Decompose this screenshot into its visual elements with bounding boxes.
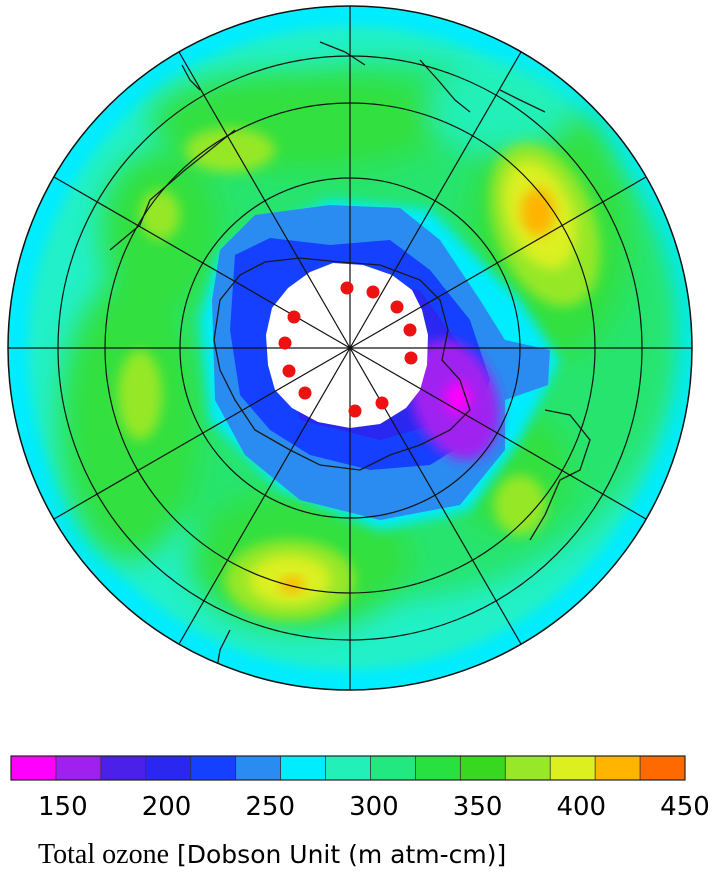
colorbar-segment: [235, 756, 282, 780]
colorbar-segment: [415, 756, 461, 780]
caption-unit: [Dobson Unit (m atm-cm)]: [177, 840, 507, 869]
colorbar-segment: [640, 756, 686, 780]
colorbar-tick-label: 200: [141, 792, 192, 822]
map-border: [7, 5, 693, 691]
station-marker: [340, 281, 354, 295]
colorbar-tick-label: 250: [245, 792, 296, 822]
colorbar-segment: [550, 756, 596, 780]
colorbar-segment: [55, 756, 102, 780]
station-marker: [404, 351, 418, 365]
colorbar-frame: [10, 755, 686, 781]
colorbar-segment: [325, 756, 371, 780]
ozone-field: [8, 6, 692, 690]
colorbar-segment: [505, 756, 551, 780]
colorbar-segment: [370, 756, 416, 780]
colorbar-segment: [280, 756, 327, 780]
station-marker: [366, 285, 380, 299]
colorbar-segment: [190, 756, 237, 780]
colorbar-tick-label: 300: [349, 792, 399, 822]
station-marker: [403, 323, 417, 337]
colorbar-tick-label: 150: [38, 792, 88, 822]
station-marker: [375, 396, 389, 410]
colorbar-segment: [145, 756, 192, 780]
colorbar: [10, 755, 686, 781]
colorbar-segment: [100, 756, 147, 780]
ozone-map: [7, 5, 693, 691]
station-markers: [278, 281, 418, 418]
station-marker: [278, 336, 292, 350]
station-marker: [282, 364, 296, 378]
colorbar-segment: [460, 756, 506, 780]
colorbar-caption: Total ozone [Dobson Unit (m atm-cm)]: [38, 838, 506, 871]
station-marker: [298, 386, 312, 400]
colorbar-tick-label: 350: [452, 792, 503, 822]
caption-title: Total ozone: [38, 839, 169, 870]
station-marker: [287, 310, 301, 324]
colorbar-segment: [11, 756, 57, 780]
colorbar-tick-labels: 150 200 250 300 350 400 450: [0, 792, 725, 832]
station-marker: [390, 300, 404, 314]
colorbar-tick-label: 450: [660, 792, 710, 822]
colorbar-tick-label: 400: [556, 792, 607, 822]
station-marker: [348, 404, 362, 418]
colorbar-segments: [11, 756, 686, 780]
colorbar-segment: [595, 756, 641, 780]
